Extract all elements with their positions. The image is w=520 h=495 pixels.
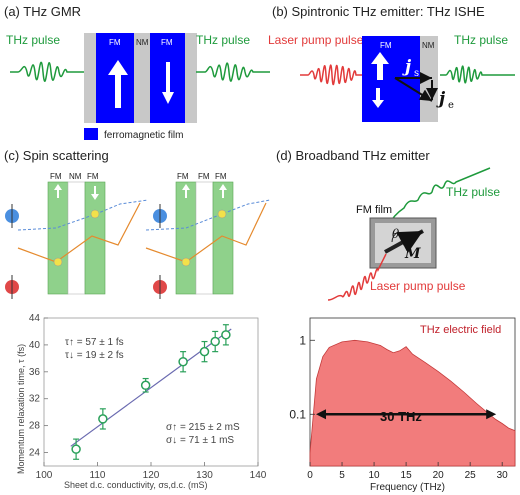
- nm-label-b: NM: [422, 41, 435, 50]
- data-point: [140, 380, 151, 391]
- legend-swatch: [84, 128, 98, 140]
- laser-pump-label-b: Laser pump pulse: [268, 33, 364, 47]
- diagonal-arrow: [394, 77, 433, 102]
- je-label: j: [436, 89, 446, 109]
- y-tick-label: 44: [29, 313, 41, 324]
- magnetization-up-arrow: [108, 60, 128, 108]
- thz-pulse-d-wave: [387, 167, 491, 227]
- thz-pulse-right-wave: [196, 62, 270, 82]
- fm2-label: FM: [161, 38, 173, 47]
- panel-d-caption: (d) Broadband THz emitter: [276, 148, 430, 163]
- nm-spacer-left: [84, 33, 96, 123]
- spin-up-arrow: [371, 52, 389, 80]
- magnetization-arrow-d: [384, 229, 424, 254]
- nm-layer: [134, 33, 150, 123]
- x-tick-label: 130: [196, 470, 213, 481]
- chart-d-ticks: 0 5 10 15 20 25 30 1 0.1: [289, 333, 508, 481]
- thz-pulse-left-wave: [10, 61, 85, 82]
- chart-c-ylabel: Momentum relaxation time, τ (fs): [16, 344, 26, 474]
- bandwidth-arrow-head-right: [486, 409, 497, 420]
- js-label: j: [402, 57, 412, 77]
- annot-tau-up: τ↑ = 57 ± 1 fs: [65, 337, 124, 348]
- thz-pulse-right-label: THz pulse: [196, 33, 250, 47]
- spin-up-arrow-r1: [182, 184, 190, 198]
- y-tick-label: 1: [299, 333, 306, 347]
- x-tick-label: 5: [339, 470, 345, 481]
- y-tick-label: 36: [29, 367, 41, 378]
- spin-diagram-left: FM NM FM: [5, 172, 149, 299]
- magnetization-down-arrow: [162, 62, 174, 104]
- laser-pump-label-d: Laser pump pulse: [370, 279, 466, 293]
- x-tick-label: 10: [369, 470, 381, 481]
- bandwidth-arrow-head-left: [316, 409, 326, 420]
- spin-down-arrow: [372, 88, 384, 108]
- x-tick-label: 110: [90, 470, 106, 481]
- c-left-fm2: FM: [87, 172, 99, 181]
- x-tick-label: 0: [307, 470, 313, 481]
- chart-c-marks: [70, 324, 232, 460]
- panel-c-caption: (c) Spin scattering: [4, 148, 109, 163]
- thz-pulse-label-b: THz pulse: [454, 33, 508, 47]
- chart-d-title: THz electric field: [420, 324, 501, 336]
- bandwidth-label: 30 THz: [380, 409, 422, 424]
- spin-up-arrow-left: [54, 184, 62, 198]
- y-tick-label: 32: [29, 394, 41, 405]
- nm-label: NM: [136, 38, 149, 47]
- c-right-fm2: FM: [198, 172, 210, 181]
- chart-c-ticks: 100 110 120 130 140 24 28 32 36 40 44: [29, 313, 267, 481]
- x-tick-label: 140: [250, 470, 267, 481]
- chart-d-xlabel: Frequency (THz): [370, 482, 445, 493]
- fm1-label: FM: [109, 38, 121, 47]
- c-left-nm: NM: [69, 172, 82, 181]
- legend-label: ferromagnetic film: [104, 130, 183, 141]
- c-left-fm1: FM: [50, 172, 62, 181]
- spin-up-arrow-r2: [219, 184, 227, 198]
- laser-pulse-wave: [300, 64, 362, 86]
- x-tick-label: 15: [401, 470, 413, 481]
- data-point: [199, 346, 210, 357]
- chart-c-xlabel: Sheet d.c. conductivity, σs,d.c. (mS): [64, 480, 207, 490]
- laser-pulse-d-wave: [327, 253, 387, 301]
- spin-diagram-right: FM FM FM: [145, 172, 271, 299]
- spin-down-arrow-left: [91, 186, 99, 200]
- annot-sigma-up: σ↑ = 215 ± 2 mS: [166, 422, 240, 433]
- thz-emitted-wave: [440, 65, 515, 84]
- x-tick-label: 25: [465, 470, 477, 481]
- thz-pulse-left-label: THz pulse: [6, 33, 60, 47]
- x-tick-label: 100: [36, 470, 53, 481]
- data-point: [221, 330, 231, 340]
- data-point: [178, 356, 188, 367]
- panel-b-caption: (b) Spintronic THz emitter: THz ISHE: [272, 4, 485, 19]
- y-tick-label: 24: [29, 448, 41, 459]
- thz-spectrum-area: [309, 339, 516, 467]
- data-point: [210, 336, 220, 347]
- x-tick-label: 120: [143, 470, 160, 481]
- theta-label: θ: [392, 227, 400, 241]
- c-right-fm1: FM: [177, 172, 189, 181]
- c-right-fm3: FM: [215, 172, 227, 181]
- y-tick-label: 28: [29, 421, 41, 432]
- fm-label-b: FM: [380, 41, 392, 50]
- thz-pulse-label-d: THz pulse: [446, 185, 500, 199]
- theta-arc: [391, 231, 399, 243]
- data-point: [71, 444, 81, 454]
- annot-sigma-down: σ↓ = 71 ± 1 mS: [166, 435, 234, 446]
- m-label: M: [404, 246, 421, 262]
- fm-film-label: FM film: [356, 204, 392, 216]
- annot-tau-down: τ↓ = 19 ± 2 fs: [65, 350, 124, 361]
- panel-a-caption: (a) THz GMR: [4, 4, 81, 19]
- y-tick-label: 40: [29, 340, 41, 351]
- je-subscript: e: [448, 100, 454, 111]
- nm-spacer-right: [185, 33, 197, 123]
- x-tick-label: 30: [497, 470, 509, 481]
- x-tick-label: 20: [433, 470, 445, 481]
- y-tick-label: 0.1: [289, 407, 306, 421]
- data-point: [98, 414, 108, 424]
- js-subscript: s: [414, 68, 419, 79]
